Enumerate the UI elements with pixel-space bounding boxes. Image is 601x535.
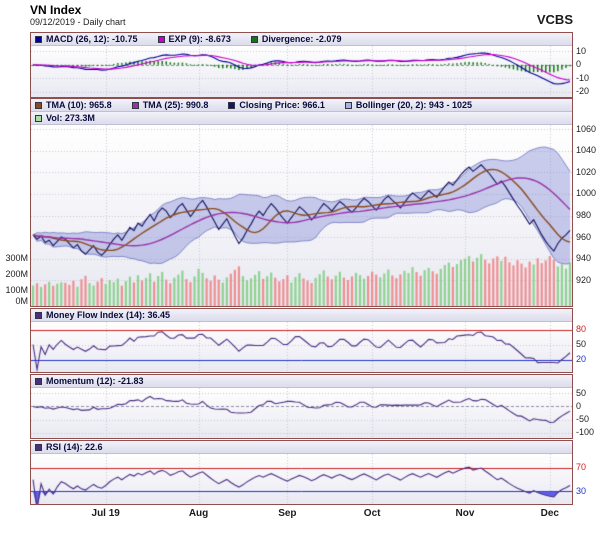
y-axis-tick: 50 — [576, 387, 587, 398]
legend-item-closing-price: Closing Price: 966.1 — [228, 100, 325, 110]
legend-item-mfi: Money Flow Index (14): 36.45 — [35, 310, 170, 320]
macd-legend: MACD (26, 12): -10.75 EXP (9): -8.673 Dive… — [31, 33, 572, 46]
rsi-plot[interactable] — [31, 454, 572, 504]
rsi-legend: RSI (14): 22.6 — [31, 441, 572, 454]
momentum-legend: Momentum (12): -21.83 — [31, 375, 572, 388]
chart-subtitle: 09/12/2019 - Daily chart — [30, 17, 126, 27]
legend-item-bollinger: Bollinger (20, 2): 943 - 1025 — [344, 100, 472, 110]
y-axis-tick: 940 — [576, 253, 592, 264]
legend-item-divergence: Divergence: -2.079 — [250, 34, 342, 44]
legend-item-momentum: Momentum (12): -21.83 — [35, 376, 144, 386]
x-axis-label: Sep — [278, 508, 297, 519]
volume-swatch-icon — [35, 114, 42, 122]
legend-item-tma25: TMA (25): 990.8 — [131, 100, 209, 110]
price-plot[interactable] — [31, 125, 572, 306]
y-axis-tick: 80 — [576, 324, 587, 334]
momentum-plot[interactable] — [31, 388, 572, 438]
macd-panel: MACD (26, 12): -10.75 EXP (9): -8.673 Dive… — [30, 32, 573, 98]
x-axis-label: Jul 19 — [91, 508, 120, 519]
macd-swatch-icon — [35, 35, 42, 43]
x-axis-label: Aug — [188, 508, 209, 519]
legend-label-tma25: TMA (25): 990.8 — [142, 100, 209, 110]
y-axis-tick: 30 — [576, 485, 587, 496]
legend-label-momentum: Momentum (12): -21.83 — [46, 376, 144, 386]
price-panel: TMA (10): 965.8 TMA (25): 990.8 Closing Pr… — [30, 98, 573, 307]
y-axis-tick: 20 — [576, 354, 587, 364]
legend-label-exp: EXP (9): -8.673 — [168, 34, 231, 44]
legend-item-exp: EXP (9): -8.673 — [157, 34, 231, 44]
mfi-swatch-icon — [35, 311, 42, 319]
y-axis-tick: 1020 — [576, 166, 597, 177]
tma25-swatch-icon — [131, 101, 139, 109]
rsi-panel: RSI (14): 22.6 — [30, 440, 573, 505]
y-axis-tick: 920 — [576, 274, 592, 285]
brand-logo: VCBS — [536, 12, 573, 27]
x-axis-label: Nov — [455, 508, 475, 519]
y-axis-tick: -10 — [576, 72, 590, 83]
tma10-swatch-icon — [35, 101, 42, 109]
mfi-panel: Money Flow Index (14): 36.45 — [30, 308, 573, 373]
y-axis-tick: -20 — [576, 86, 590, 97]
legend-label-mfi: Money Flow Index (14): 36.45 — [46, 310, 171, 320]
y-axis-tick: 0 — [576, 59, 582, 70]
y-axis-tick: 960 — [576, 231, 592, 242]
bollinger-swatch-icon — [344, 101, 352, 109]
legend-label-rsi: RSI (14): 22.6 — [46, 442, 103, 452]
y-axis-tick: 1000 — [576, 188, 597, 199]
x-axis-label: Dec — [540, 508, 559, 519]
mfi-legend: Money Flow Index (14): 36.45 — [31, 309, 572, 322]
legend-label-bollinger: Bollinger (20, 2): 943 - 1025 — [355, 100, 472, 110]
legend-label-macd: MACD (26, 12): -10.75 — [46, 34, 138, 44]
price-legend-row1: TMA (10): 965.8 TMA (25): 990.8 Closing Pr… — [31, 99, 572, 112]
y-axis-tick: -100 — [576, 427, 595, 438]
y-axis-tick: 980 — [576, 210, 592, 220]
legend-item-tma10: TMA (10): 965.8 — [35, 100, 112, 110]
y-axis-tick: 70 — [576, 462, 587, 473]
price-legend-row2: Vol: 273.3M — [31, 112, 572, 125]
macd-plot[interactable] — [31, 46, 572, 97]
volume-axis-tick: 0M — [15, 296, 28, 306]
legend-label-divergence: Divergence: -2.079 — [261, 34, 342, 44]
mfi-plot[interactable] — [31, 322, 572, 372]
x-axis-label: Oct — [363, 508, 381, 519]
rsi-swatch-icon — [35, 443, 42, 451]
chart-title: VN Index — [30, 3, 82, 17]
legend-item-volume: Vol: 273.3M — [35, 113, 95, 123]
closing-price-swatch-icon — [228, 101, 236, 109]
momentum-panel: Momentum (12): -21.83 — [30, 374, 573, 439]
exp-swatch-icon — [157, 35, 165, 43]
y-axis-tick: 1040 — [576, 145, 597, 156]
legend-label-tma10: TMA (10): 965.8 — [46, 100, 112, 110]
volume-axis-tick: 100M — [5, 285, 28, 295]
momentum-swatch-icon — [35, 377, 42, 385]
y-axis-tick: 1060 — [576, 123, 597, 134]
y-axis-tick: -50 — [576, 414, 590, 425]
y-axis-tick: 50 — [576, 339, 587, 349]
legend-item-macd: MACD (26, 12): -10.75 — [35, 34, 138, 44]
legend-label-volume: Vol: 273.3M — [46, 113, 95, 123]
volume-axis-tick: 300M — [5, 253, 28, 263]
legend-item-rsi: RSI (14): 22.6 — [35, 442, 103, 452]
y-axis-tick: 10 — [576, 45, 587, 56]
legend-label-closing-price: Closing Price: 966.1 — [239, 100, 325, 110]
divergence-swatch-icon — [250, 35, 258, 43]
y-axis-tick: 0 — [576, 400, 582, 411]
volume-axis-tick: 200M — [5, 269, 28, 279]
